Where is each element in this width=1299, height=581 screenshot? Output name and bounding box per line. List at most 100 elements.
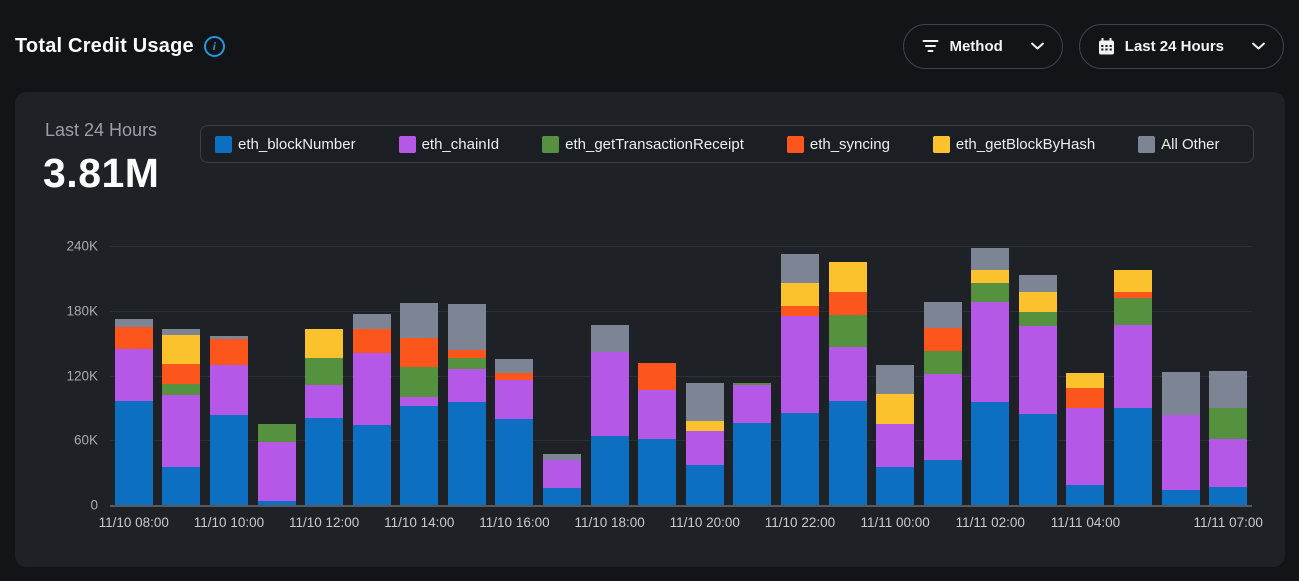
bars-container — [110, 246, 1252, 505]
bar-11-10-15-00 — [447, 246, 486, 505]
bar-11-11-07-00 — [1209, 246, 1248, 505]
bar-segment-All-Other — [447, 304, 486, 350]
bar-segment-eth_chainId — [590, 351, 629, 436]
bar-segment-eth_blockNumber — [590, 435, 629, 505]
bar-segment-eth_blockNumber — [447, 402, 486, 505]
bar-11-10-22-00 — [780, 246, 819, 505]
bar-segment-eth_syncing — [209, 338, 248, 365]
title-wrap: Total Credit Usage i — [15, 35, 225, 58]
bar-segment-eth_blockNumber — [400, 405, 439, 505]
bar-segment-All-Other — [1161, 372, 1200, 416]
bar-11-11-01-00 — [923, 246, 962, 505]
bar-segment-eth_getBlockByHash — [876, 393, 915, 425]
chart-card: Last 24 Hours 3.81M eth_blockNumber eth_c… — [15, 92, 1285, 567]
bar-11-10-16-00 — [495, 246, 534, 505]
x-axis-tick-label: 11/10 20:00 — [669, 515, 740, 530]
bar-segment-eth_blockNumber — [733, 422, 772, 505]
bar-segment-eth_blockNumber — [1066, 484, 1105, 505]
time-range-label: Last 24 Hours — [1124, 37, 1224, 55]
x-axis-tick-label: 11/10 22:00 — [764, 515, 836, 530]
bar-segment-eth_getTransactionReceipt — [1114, 297, 1153, 325]
bar-segment-eth_blockNumber — [1114, 407, 1153, 505]
bar-11-11-05-00 — [1114, 246, 1153, 505]
info-icon[interactable]: i — [203, 35, 225, 57]
bar-11-10-10-00 — [209, 246, 248, 505]
bar-11-10-13-00 — [352, 246, 391, 505]
legend-swatch — [398, 135, 416, 153]
legend-item-All-Other[interactable]: All Other — [1138, 135, 1220, 153]
bar-segment-eth_blockNumber — [162, 467, 201, 505]
y-axis-tick-label: 180K — [66, 303, 98, 319]
time-range-dropdown[interactable]: Last 24 Hours — [1078, 23, 1284, 69]
chevron-down-icon — [1030, 42, 1044, 50]
bar-11-11-03-00 — [1018, 246, 1057, 505]
bar-segment-eth_getTransactionReceipt — [305, 358, 344, 386]
bar-segment-eth_getTransactionReceipt — [257, 424, 296, 443]
bar-segment-All-Other — [162, 329, 201, 335]
bar-segment-eth_syncing — [638, 362, 677, 390]
filter-group: Method Last 24 Hours — [903, 23, 1284, 69]
bar-segment-eth_getTransactionReceipt — [1209, 407, 1248, 440]
bar-segment-All-Other — [543, 454, 582, 460]
x-axis-tick-label: 11/10 16:00 — [479, 515, 550, 530]
legend-item-eth_getBlockByHash[interactable]: eth_getBlockByHash — [932, 135, 1095, 153]
bar-segment-eth_syncing — [114, 326, 153, 349]
bar-11-10-08-00 — [114, 246, 153, 505]
bar-segment-All-Other — [114, 319, 153, 327]
bar-segment-eth_getBlockByHash — [162, 334, 201, 364]
chevron-down-icon — [1252, 42, 1265, 50]
legend-item-eth_getTransactionReceipt[interactable]: eth_getTransactionReceipt — [542, 135, 744, 153]
bar-segment-eth_getBlockByHash — [305, 329, 344, 359]
bar-segment-eth_blockNumber — [780, 413, 819, 505]
bar-segment-All-Other — [352, 314, 391, 330]
bar-segment-eth_chainId — [876, 424, 915, 468]
total-credit-value: 3.81M — [43, 150, 160, 196]
bar-11-10-18-00 — [590, 246, 629, 505]
bar-segment-eth_syncing — [1066, 388, 1105, 408]
bar-segment-eth_getBlockByHash — [828, 262, 867, 293]
bar-segment-eth_chainId — [1114, 324, 1153, 408]
bar-segment-eth_chainId — [352, 352, 391, 426]
bar-segment-eth_chainId — [447, 369, 486, 403]
bar-segment-eth_getTransactionReceipt — [1018, 311, 1057, 326]
bar-segment-eth_chainId — [923, 374, 962, 460]
x-axis-tick-label: 11/11 02:00 — [955, 515, 1025, 530]
bar-segment-eth_chainId — [305, 385, 344, 418]
bar-segment-eth_getBlockByHash — [685, 420, 724, 431]
filter-icon — [922, 40, 939, 52]
page-title: Total Credit Usage — [15, 34, 194, 57]
method-filter-dropdown[interactable]: Method — [903, 23, 1063, 69]
legend-item-eth_syncing[interactable]: eth_syncing — [786, 135, 890, 153]
bar-segment-eth_blockNumber — [923, 459, 962, 505]
bar-11-11-00-00 — [876, 246, 915, 505]
bar-segment-eth_syncing — [352, 329, 391, 353]
bar-segment-eth_blockNumber — [876, 467, 915, 505]
legend-item-eth_chainId[interactable]: eth_chainId — [398, 135, 499, 153]
bar-segment-eth_getTransactionReceipt — [733, 383, 772, 386]
bar-segment-eth_blockNumber — [495, 418, 534, 505]
y-axis-tick-label: 0 — [90, 497, 98, 513]
bar-11-10-23-00 — [828, 246, 867, 505]
bar-segment-eth_chainId — [1066, 407, 1105, 485]
bar-11-10-17-00 — [543, 246, 582, 505]
bar-segment-eth_chainId — [733, 385, 772, 423]
bar-segment-All-Other — [685, 383, 724, 421]
bar-segment-eth_getTransactionReceipt — [971, 282, 1010, 303]
bar-segment-All-Other — [1018, 275, 1057, 293]
bar-11-10-21-00 — [733, 246, 772, 505]
calendar-icon — [1098, 37, 1114, 54]
bar-segment-eth_blockNumber — [1018, 414, 1057, 505]
bar-segment-eth_chainId — [495, 379, 534, 419]
x-axis-tick-label: 11/10 12:00 — [288, 515, 360, 530]
x-axis-tick-label: 11/10 18:00 — [574, 515, 645, 530]
bar-segment-eth_syncing — [162, 363, 201, 385]
bar-segment-eth_chainId — [1018, 325, 1057, 415]
bar-11-10-19-00 — [638, 246, 677, 505]
x-axis-tick-label: 11/11 07:00 — [1193, 515, 1263, 530]
legend-item-eth_blockNumber[interactable]: eth_blockNumber — [215, 135, 356, 153]
bar-segment-eth_getTransactionReceipt — [400, 366, 439, 398]
bar-segment-eth_chainId — [257, 442, 296, 501]
bar-11-10-20-00 — [685, 246, 724, 505]
legend-label: eth_getTransactionReceipt — [565, 135, 744, 153]
